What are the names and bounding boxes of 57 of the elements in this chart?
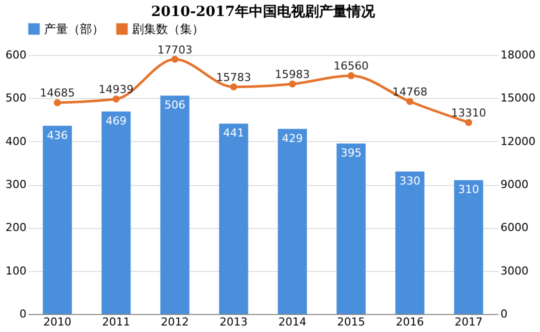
legend-label: 产量（部） (44, 22, 104, 36)
data-label: 14939 (98, 83, 134, 96)
data-label: 14768 (392, 86, 428, 99)
y2-tick-label: 15000 (500, 92, 536, 105)
data-label: 17703 (157, 43, 192, 56)
data-label: 469 (106, 114, 127, 128)
bar (42, 126, 72, 314)
data-label: 506 (164, 98, 186, 112)
point (288, 80, 296, 88)
chart-title: 2010-2017年中国电视剧产量情况 (151, 3, 376, 20)
y-tick-label: 100 (6, 264, 26, 278)
data-label: 436 (46, 128, 68, 142)
y-tick-label: 300 (6, 178, 26, 191)
data-label: 15983 (274, 68, 310, 82)
x-tick-label: 2011 (102, 316, 130, 328)
y2-tick-label: 9000 (500, 178, 528, 191)
bar (219, 124, 248, 314)
data-label: 441 (223, 126, 244, 140)
x-tick-label: 2012 (160, 316, 189, 328)
data-label: 429 (282, 132, 303, 145)
data-label: 13310 (451, 106, 486, 120)
bar (454, 180, 484, 314)
data-label: 15783 (216, 70, 252, 84)
data-label: 14685 (40, 86, 75, 100)
x-tick-label: 2013 (220, 316, 248, 328)
point (465, 118, 472, 126)
y2-tick-label: 0 (500, 308, 508, 320)
x-tick-label: 2010 (43, 316, 72, 328)
bar (160, 96, 190, 314)
y2-tick-label: 3000 (500, 264, 528, 278)
point (348, 72, 355, 80)
x-tick-label: 2014 (278, 316, 306, 328)
y2-tick-label: 18000 (500, 48, 536, 62)
data-label: 330 (399, 174, 420, 188)
bar (336, 143, 366, 314)
point (54, 99, 61, 106)
y-tick-label: 400 (6, 134, 26, 148)
y-tick-label: 0 (20, 308, 26, 320)
y-tick-label: 600 (6, 48, 26, 62)
bar (395, 172, 424, 314)
bar (278, 128, 307, 314)
data-label: 395 (340, 146, 362, 160)
point (230, 83, 238, 90)
x-tick-label: 2016 (396, 316, 424, 328)
data-label: 16560 (334, 60, 369, 73)
y-tick-label: 200 (6, 221, 26, 234)
point (171, 56, 178, 63)
point (112, 96, 120, 103)
y2-tick-label: 12000 (500, 134, 536, 148)
point (406, 98, 414, 106)
legend-label: 剧集数（集） (132, 22, 204, 36)
x-tick-label: 2017 (454, 316, 483, 328)
x-tick-label: 2015 (337, 316, 366, 328)
data-label: 310 (458, 183, 480, 196)
y-tick-label: 500 (6, 92, 26, 105)
bar (102, 112, 131, 314)
y2-tick-label: 6000 (500, 221, 528, 234)
